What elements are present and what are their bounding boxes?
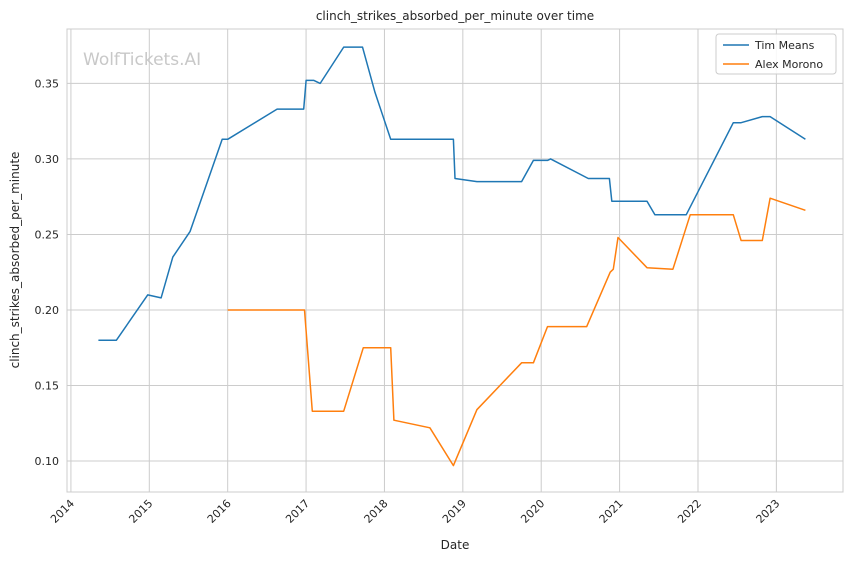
x-tick: 2021 [597, 497, 626, 526]
x-tick-label: 2023 [754, 497, 783, 526]
y-tick-label: 0.15 [35, 380, 60, 393]
chart-title: clinch_strikes_absorbed_per_minute over … [316, 9, 594, 23]
plot-frame [66, 28, 844, 493]
x-axis: 2014 2015 2016 2017 2018 2019 2020 2021 2022 2023 [48, 497, 782, 526]
x-tick: 2016 [205, 497, 234, 526]
series-line-1 [227, 197, 806, 467]
y-tick-label: 0.35 [35, 77, 60, 90]
x-tick-label: 2014 [48, 497, 77, 526]
x-tick: 2017 [283, 497, 312, 526]
x-tick: 2018 [362, 497, 391, 526]
y-axis: 0.10 0.15 0.20 0.25 0.30 0.35 [35, 77, 60, 468]
x-tick-label: 2019 [440, 497, 469, 526]
x-tick: 2015 [126, 497, 155, 526]
watermark: WolfTickets.AI [83, 50, 201, 70]
y-tick-label: 0.20 [35, 304, 60, 317]
x-axis-label: Date [441, 538, 470, 552]
y-tick-label: 0.10 [35, 455, 60, 468]
series-lines [98, 46, 806, 467]
x-tick-label: 2016 [205, 497, 234, 526]
legend-label-1: Alex Morono [755, 58, 823, 71]
x-tick: 2014 [48, 497, 77, 526]
y-tick-label: 0.25 [35, 228, 60, 241]
x-tick-label: 2018 [362, 497, 391, 526]
x-tick-label: 2017 [283, 497, 312, 526]
legend-label-0: Tim Means [754, 39, 815, 52]
x-tick-label: 2015 [126, 497, 155, 526]
x-tick-label: 2021 [597, 497, 626, 526]
x-tick-label: 2022 [675, 497, 704, 526]
y-axis-label: clinch_strikes_absorbed_per_minute [8, 152, 22, 369]
grid [67, 29, 843, 492]
x-tick: 2019 [440, 497, 469, 526]
legend: Tim Means Alex Morono [715, 33, 837, 75]
x-tick: 2023 [754, 497, 783, 526]
x-tick: 2020 [518, 497, 547, 526]
series-line-0 [98, 46, 806, 341]
x-tick: 2022 [675, 497, 704, 526]
x-tick-label: 2020 [518, 497, 547, 526]
y-tick-label: 0.30 [35, 153, 60, 166]
